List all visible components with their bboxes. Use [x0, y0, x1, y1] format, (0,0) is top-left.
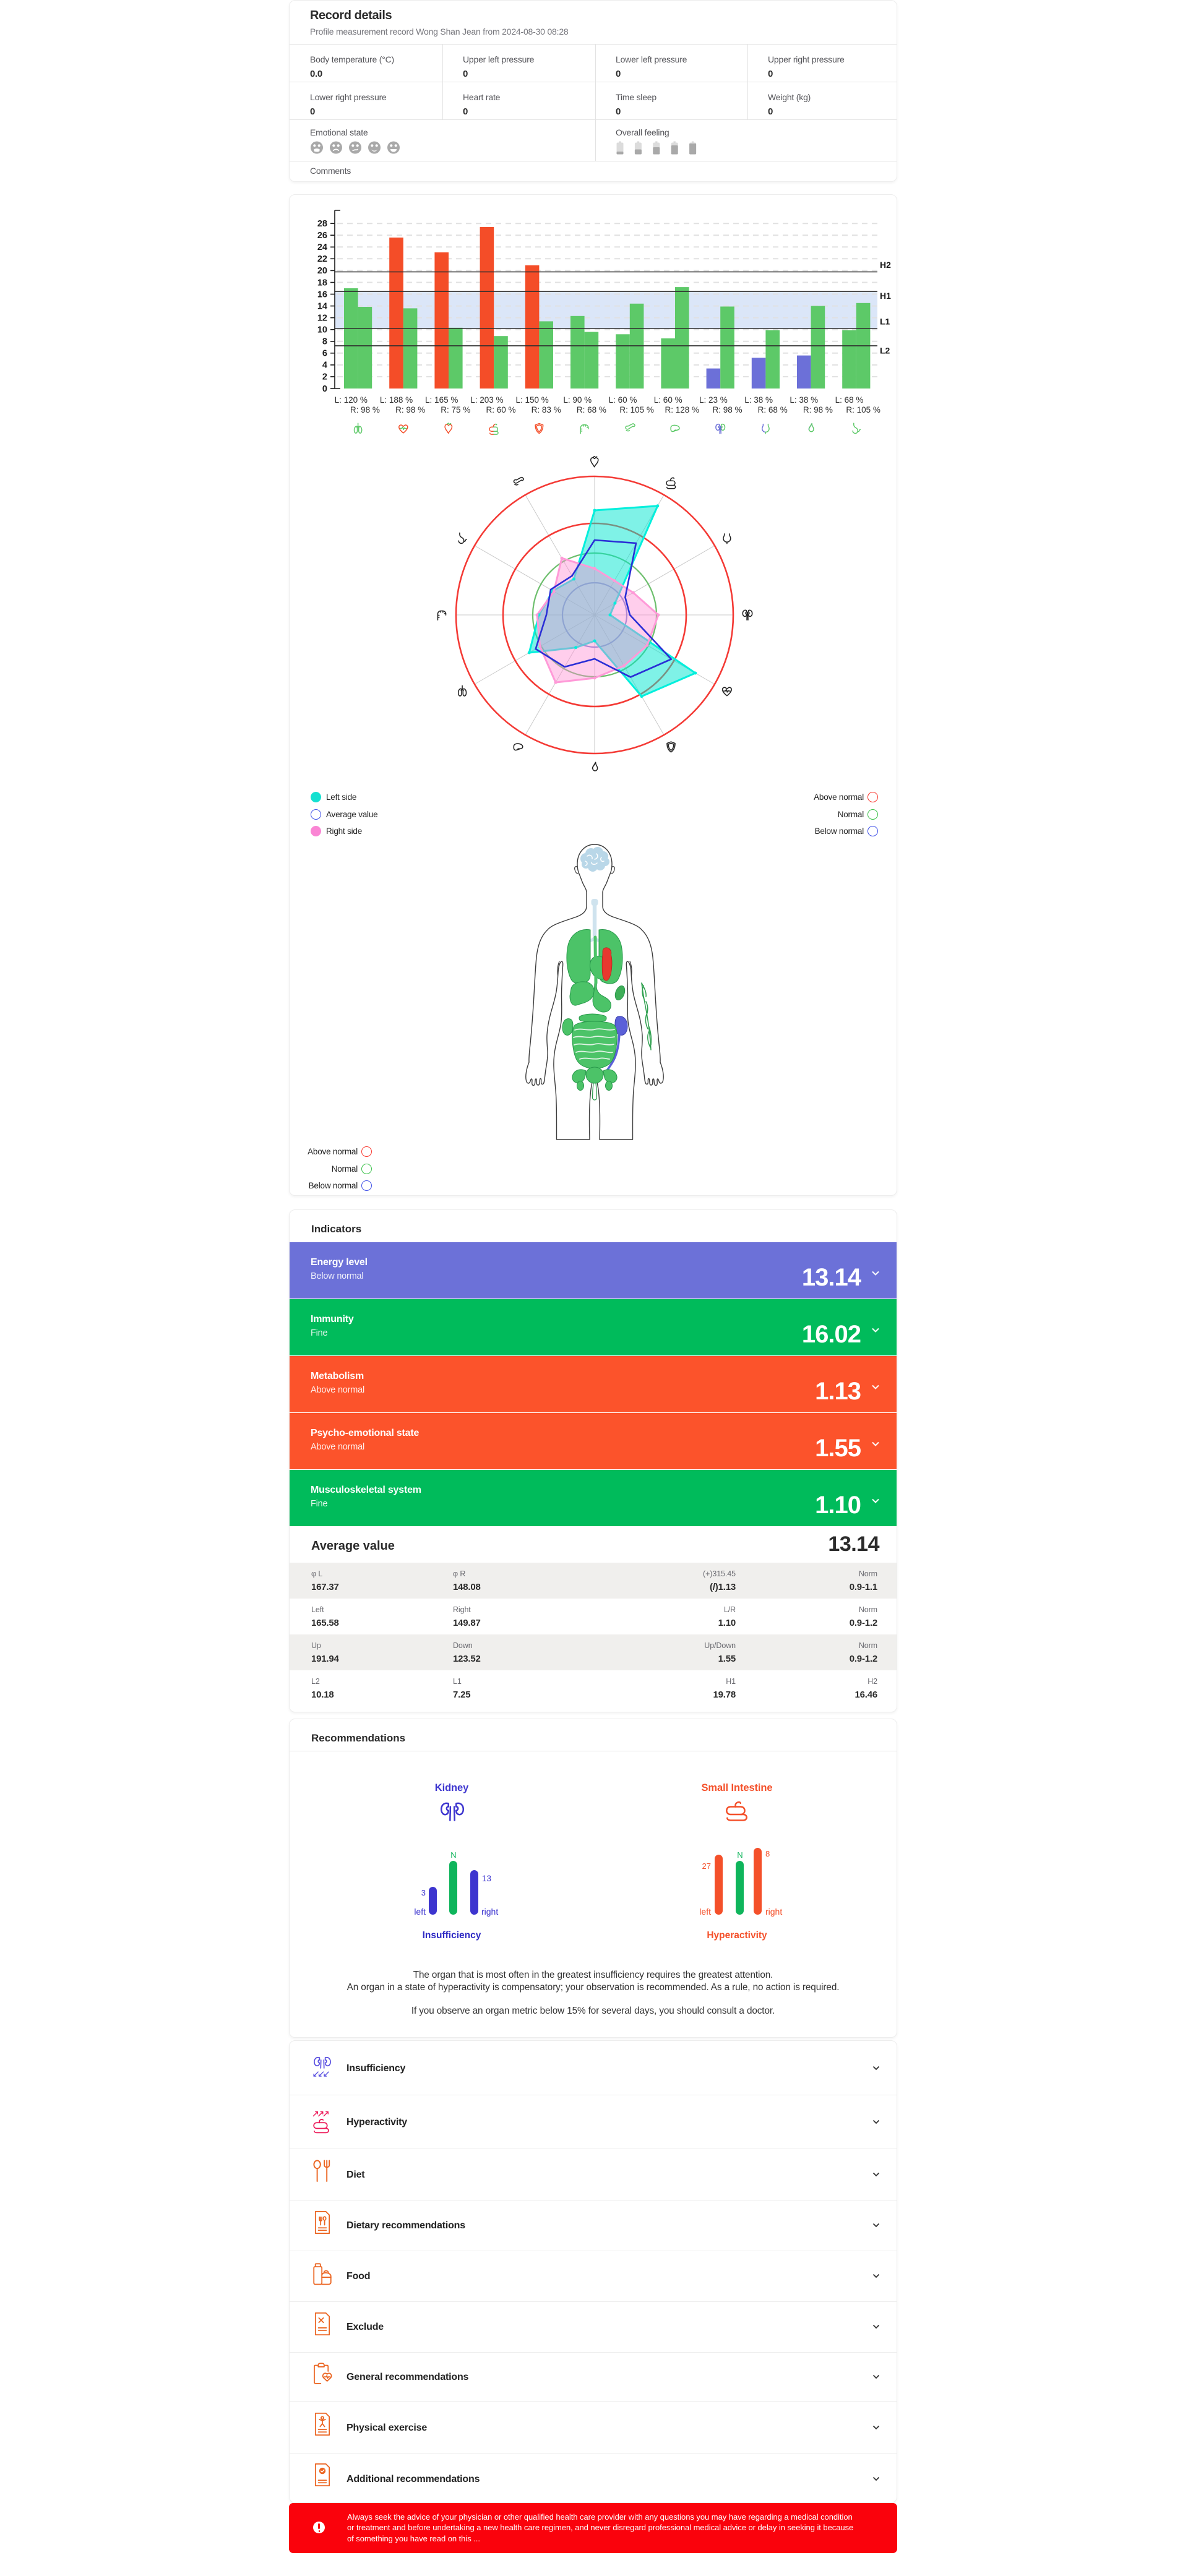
- svg-text:L2: L2: [880, 346, 890, 356]
- svg-text:16: 16: [317, 290, 327, 299]
- svg-text:L: 38 %: L: 38 %: [790, 395, 818, 405]
- svg-text:L: 60 %: L: 60 %: [654, 395, 682, 405]
- svg-text:R: 128 %: R: 128 %: [665, 405, 700, 414]
- svg-text:R: 98 %: R: 98 %: [350, 405, 380, 414]
- svg-text:R: 83 %: R: 83 %: [532, 405, 561, 414]
- svg-text:R: 105 %: R: 105 %: [619, 405, 654, 414]
- svg-text:8: 8: [322, 337, 327, 347]
- svg-text:H2: H2: [880, 260, 891, 270]
- svg-text:4: 4: [322, 361, 327, 371]
- svg-text:20: 20: [317, 266, 327, 276]
- svg-text:L1: L1: [880, 317, 890, 327]
- svg-text:10: 10: [317, 325, 327, 335]
- svg-text:L: 90 %: L: 90 %: [563, 395, 592, 405]
- svg-text:L: 60 %: L: 60 %: [609, 395, 637, 405]
- svg-text:L: 165 %: L: 165 %: [425, 395, 458, 405]
- svg-text:28: 28: [317, 219, 327, 229]
- svg-text:L: 23 %: L: 23 %: [699, 395, 728, 405]
- svg-text:L: 38 %: L: 38 %: [744, 395, 773, 405]
- svg-text:L: 150 %: L: 150 %: [515, 395, 548, 405]
- svg-text:R: 98 %: R: 98 %: [395, 405, 425, 414]
- svg-text:6: 6: [322, 349, 327, 359]
- svg-text:R: 105 %: R: 105 %: [846, 405, 880, 414]
- svg-text:L: 120 %: L: 120 %: [335, 395, 368, 405]
- svg-text:R: 68 %: R: 68 %: [758, 405, 788, 414]
- svg-text:R: 98 %: R: 98 %: [712, 405, 742, 414]
- svg-text:R: 98 %: R: 98 %: [803, 405, 833, 414]
- svg-text:L: 188 %: L: 188 %: [380, 395, 413, 405]
- svg-text:L: 68 %: L: 68 %: [835, 395, 864, 405]
- svg-text:H1: H1: [880, 291, 891, 301]
- svg-text:R: 75 %: R: 75 %: [441, 405, 470, 414]
- svg-text:2: 2: [322, 372, 327, 382]
- svg-text:R: 68 %: R: 68 %: [577, 405, 606, 414]
- svg-text:22: 22: [317, 254, 327, 264]
- svg-text:12: 12: [317, 313, 327, 323]
- svg-text:R: 60 %: R: 60 %: [486, 405, 515, 414]
- svg-text:L: 203 %: L: 203 %: [470, 395, 503, 405]
- svg-text:14: 14: [317, 301, 327, 311]
- svg-text:24: 24: [317, 243, 327, 252]
- svg-text:0: 0: [322, 384, 327, 394]
- svg-text:18: 18: [317, 278, 327, 288]
- svg-text:26: 26: [317, 231, 327, 241]
